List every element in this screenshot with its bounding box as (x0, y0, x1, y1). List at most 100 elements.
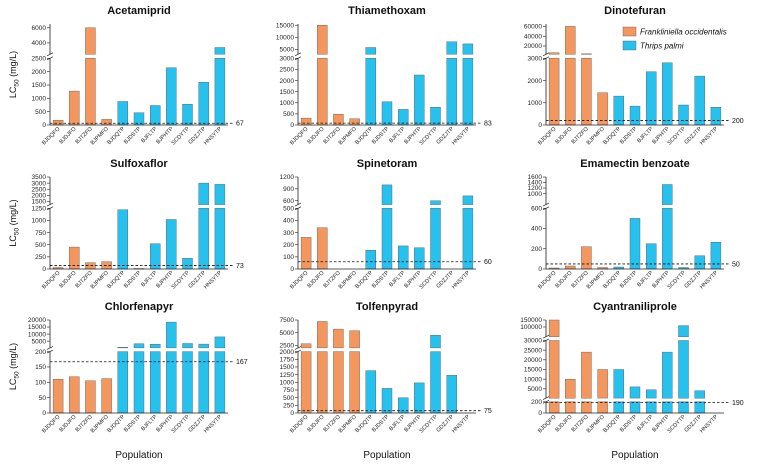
bar-bjtzfo (85, 27, 96, 55)
y-tick-label: 7500 (280, 317, 295, 324)
bar-bjdjfo (565, 379, 576, 399)
y-tick-label: 500 (283, 205, 294, 212)
axis-break-mark (46, 206, 54, 211)
bar-scdytp (678, 104, 689, 126)
y-tick-label: 2000 (32, 193, 47, 200)
bar-bjfltp (149, 105, 161, 126)
y-tick-label: 15000 (524, 367, 542, 374)
bar-bjpmfo (349, 330, 360, 349)
chart-title: Chlorfenapyr (105, 301, 174, 313)
bar-bjphtp (414, 247, 425, 270)
y-tick-label: 10000 (28, 331, 46, 338)
reference-value-label: 75 (484, 408, 492, 415)
reference-value-label: 83 (484, 121, 492, 128)
y-tick-label: 3000 (32, 180, 47, 187)
bar-bjdqtp (365, 58, 376, 126)
chart-title: Tolfenpyrad (356, 301, 418, 313)
bar-bjphtp (662, 184, 673, 205)
bar-bjtzfo (85, 58, 96, 126)
chart-panel-dinotefuran: Dinotefuran 0 1000 2000 3000 20000 40000 60000 2… (524, 5, 744, 146)
bar-hnsytp (710, 241, 722, 270)
y-tick-label: 2500 (280, 67, 295, 74)
y-tick-label: 250 (283, 403, 294, 410)
chart-panel-tolfenpyrad: Tolfenpyrad 02505007501000125015001750200… (280, 301, 492, 461)
chart-title: Thiamethoxam (348, 5, 426, 17)
y-axis-label: LC50 (mg/L) (8, 199, 21, 246)
y-tick-label: 10000 (276, 35, 294, 42)
bar-bjdjfo (565, 401, 576, 414)
bar-bjphtp (166, 321, 177, 349)
y-tick-label: 3500 (32, 174, 47, 181)
y-tick-label: 1000 (32, 96, 47, 103)
bar-bjdstp (381, 208, 393, 270)
x-tick-label: BJDSTP (371, 126, 391, 146)
bar-bjdqfo (548, 340, 560, 399)
bar-gdzjtp (198, 82, 209, 126)
bar-hnsytp (214, 351, 226, 414)
axis-break-mark (542, 338, 550, 343)
y-tick-label: 1600 (528, 174, 543, 181)
x-tick-label: BJDSTP (371, 414, 391, 434)
y-tick-label: 20000 (28, 317, 46, 324)
x-axis-label: Population (115, 450, 162, 461)
y-tick-label: 500 (283, 111, 294, 118)
bar-bjdqfo (52, 119, 64, 126)
y-tick-label: 1750 (280, 356, 295, 363)
x-tick-label: HNSYTP (699, 414, 719, 434)
legend-label: Thrips palmi (640, 42, 684, 51)
bar-scdytp (182, 103, 193, 126)
bar-bjdqtp (117, 347, 129, 349)
y-tick-label: 400 (283, 218, 294, 225)
y-tick-label: 30000 (524, 338, 542, 345)
y-tick-label: 0 (290, 266, 294, 273)
bar-scdytp (678, 325, 689, 338)
y-tick-label: 0 (42, 266, 46, 273)
bar-bjdqtp (365, 370, 376, 414)
axis-break-mark (542, 400, 550, 404)
bar-scdytp (182, 351, 193, 414)
chart-panel-sulfoxaflor: Sulfoxaflor 0 250 500 750 1000 125015002000250… (8, 158, 244, 290)
bar-bjdqfo (548, 58, 560, 126)
y-tick-label: 5000 (280, 330, 295, 337)
y-tick-label: 2000 (32, 69, 47, 76)
bar-bjphtp (166, 67, 177, 126)
x-tick-label: BJDSTP (619, 126, 639, 146)
reference-value-label: 60 (484, 259, 492, 266)
bar-bjpmfo (349, 351, 360, 414)
bar-bjtzfo (85, 380, 96, 414)
bar-bjdqfo (300, 351, 312, 414)
y-tick-label: 1250 (32, 205, 47, 212)
bar-bjphtp (166, 219, 177, 270)
bar-bjdstp (133, 343, 145, 349)
bar-bjdjfo (317, 227, 328, 270)
x-tick-label: HNSYTP (203, 414, 223, 434)
x-tick-label: HNSYTP (699, 270, 719, 290)
bar-bjdstp (629, 218, 641, 270)
y-tick-label: 0 (538, 266, 542, 273)
y-tick-label: 0 (538, 122, 542, 129)
y-tick-label: 750 (35, 230, 46, 237)
bar-bjdqfo (548, 319, 560, 337)
bar-gdzjtp (198, 351, 209, 414)
y-tick-label: 200 (531, 399, 542, 406)
y-tick-label: 5000 (528, 386, 543, 393)
bar-bjdqtp (613, 401, 624, 414)
y-tick-label: 750 (283, 387, 294, 394)
y-tick-label: 500 (283, 395, 294, 402)
y-tick-label: 600 (283, 198, 294, 205)
y-tick-label: 1500 (280, 364, 295, 371)
bar-scdytp (430, 208, 441, 270)
bar-gdzjtp (694, 255, 705, 270)
bar-bjdqtp (365, 47, 376, 55)
bar-scdytp (430, 106, 441, 126)
y-tick-label: 4000 (32, 40, 47, 47)
bar-gdzjtp (694, 401, 705, 414)
bar-hnsytp (214, 336, 226, 349)
bar-bjdqfo (548, 52, 560, 55)
chart-title: Sulfoxaflor (110, 158, 168, 170)
bar-bjdjfo (565, 58, 576, 126)
y-tick-label: 0 (290, 410, 294, 417)
x-tick-label: HNSYTP (203, 270, 223, 290)
y-tick-label: 6000 (32, 25, 47, 32)
